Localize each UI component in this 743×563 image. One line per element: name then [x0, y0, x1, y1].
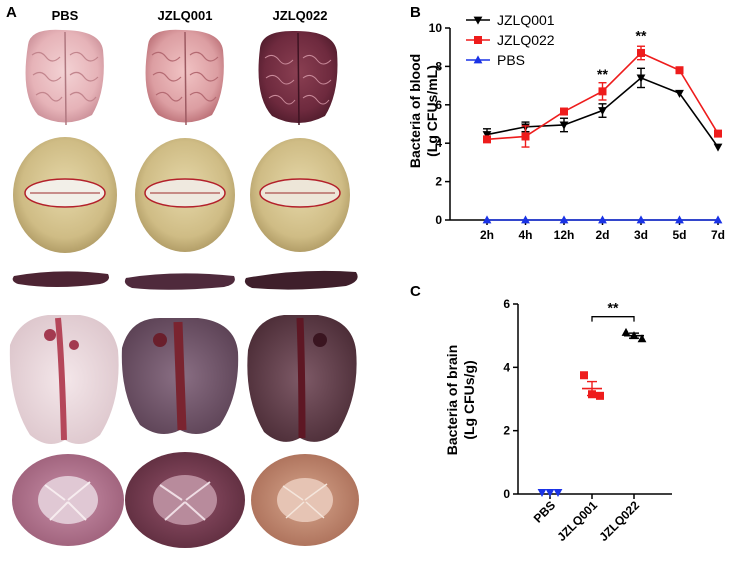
- panel-c-significance-bracket: [591, 316, 635, 322]
- panel-b-ytick-label: 0: [435, 213, 442, 227]
- brain-photo-pbs: [25, 29, 104, 126]
- panel-b-ylabel-line2: (Lg CFUs/mL): [424, 65, 440, 157]
- panel-c-points: [537, 327, 647, 498]
- panel-b-xtick-label: 5d: [672, 228, 686, 242]
- panel-a-col-pbs: PBS: [52, 8, 79, 23]
- panel-c-point-jzlq001: [580, 371, 588, 380]
- lung-photo-pbs: [9, 315, 119, 444]
- kidney-photo-jzlq001: [125, 452, 245, 548]
- panel-b-ylabel-line1: Bacteria of blood: [407, 54, 423, 168]
- panel-c-letter: C: [410, 283, 421, 300]
- panel-b-legend-label-pbs: PBS: [497, 52, 525, 68]
- panel-b-ytick-label: 10: [429, 21, 443, 35]
- panel-b-point-jzlq001: [482, 131, 492, 140]
- panel-c-point-jzlq001: [596, 391, 604, 400]
- brain-photo-jzlq001: [145, 29, 224, 126]
- panel-b-point-pbs: [713, 215, 723, 224]
- panel-b-point-pbs: [598, 215, 607, 224]
- panel-b-point-jzlq022: [714, 129, 722, 138]
- panel-c-point-pbs: [545, 489, 555, 498]
- panel-b-point-jzlq001: [559, 121, 569, 130]
- lung-photo-jzlq022: [247, 315, 357, 442]
- panel-a: A PBS JZLQ001 JZLQ022: [6, 4, 359, 548]
- panel-b-significance-marker: **: [597, 66, 608, 82]
- panel-c-xtick-label: JZLQ001: [554, 498, 600, 544]
- brain-photo-jzlq022: [258, 30, 338, 126]
- panel-b-point-jzlq001: [713, 143, 723, 152]
- panel-b-point-pbs: [559, 215, 569, 224]
- panel-c-significance-marker: **: [608, 300, 619, 316]
- panel-b-point-jzlq022: [560, 107, 568, 116]
- panel-b: B Bacteria of blood (Lg CFUs/mL) 0 2 4 6 8 10…: [407, 4, 725, 242]
- panel-b-significance-marker: **: [636, 28, 647, 44]
- panel-a-col-jzlq001: JZLQ001: [158, 8, 213, 23]
- panel-c-point-jzlq001: [588, 390, 596, 399]
- panel-c-ytick-label: 4: [503, 360, 510, 374]
- panel-b-xtick-label: 12h: [554, 228, 575, 242]
- panel-c-point-jzlq022: [621, 327, 631, 336]
- spleen-photo-jzlq001: [124, 273, 235, 290]
- panel-b-xtick-label: 2d: [595, 228, 609, 242]
- panel-b-legend-marker: [474, 36, 482, 44]
- panel-c-ytick-label: 2: [503, 424, 510, 438]
- panel-b-ytick-label: 2: [435, 175, 442, 189]
- panel-b-xtick-label: 2h: [480, 228, 494, 242]
- panel-b-axes: 0 2 4 6 8 10 2h 4h 12h 2d 3d 5d 7d: [429, 21, 725, 242]
- panel-b-point-jzlq022: [483, 135, 491, 144]
- panel-b-point-pbs: [482, 215, 492, 224]
- panel-b-xtick-label: 4h: [518, 228, 532, 242]
- panel-c-ylabel-line1: Bacteria of brain: [444, 345, 460, 455]
- panel-b-letter: B: [410, 4, 421, 21]
- panel-c-xtick-label: JZLQ022: [596, 498, 642, 544]
- panel-c-point-pbs: [553, 489, 563, 498]
- panel-b-point-jzlq022: [675, 66, 684, 75]
- panel-c-point-jzlq022: [629, 331, 639, 340]
- panel-b-series: [482, 45, 723, 224]
- skull-photo-jzlq001: [135, 138, 235, 252]
- panel-b-point-jzlq022: [637, 48, 645, 57]
- panel-c-point-jzlq022: [637, 334, 647, 343]
- panel-b-xtick-label: 7d: [711, 228, 725, 242]
- panel-b-point-pbs: [636, 215, 646, 224]
- panel-b-point-pbs: [675, 215, 684, 224]
- panel-b-point-pbs: [521, 215, 530, 224]
- panel-b-point-jzlq001: [636, 74, 646, 83]
- panel-b-ytick-label: 6: [435, 98, 442, 112]
- panel-b-ytick-label: 4: [435, 136, 442, 150]
- panel-b-xtick-label: 3d: [634, 228, 648, 242]
- panel-c-ylabel: Bacteria of brain (Lg CFUs/g): [444, 345, 477, 455]
- panel-b-ylabel: Bacteria of blood (Lg CFUs/mL): [407, 54, 440, 168]
- spleen-photo-jzlq022: [244, 270, 358, 290]
- panel-b-point-jzlq022: [521, 132, 530, 141]
- panel-c-ylabel-line2: (Lg CFUs/g): [461, 360, 477, 439]
- panel-c-ytick-label: 6: [503, 297, 510, 311]
- skull-photo-jzlq022: [250, 138, 350, 252]
- panel-c-point-pbs: [537, 489, 547, 498]
- panel-b-point-jzlq022: [598, 87, 607, 96]
- panel-b-point-jzlq001: [598, 107, 607, 116]
- panel-b-legend-marker: [473, 16, 483, 25]
- panel-a-col-jzlq022: JZLQ022: [273, 8, 328, 23]
- panel-b-legend-marker: [473, 55, 483, 64]
- panel-a-letter: A: [6, 4, 17, 21]
- panel-b-ytick-label: 8: [435, 59, 442, 73]
- panel-b-annotations: ** **: [597, 28, 647, 82]
- panel-b-legend: JZLQ001 JZLQ022 PBS: [466, 12, 555, 68]
- panel-c-xtick-label: PBS: [531, 498, 558, 525]
- panel-b-point-jzlq001: [675, 89, 684, 98]
- panel-b-legend-label-jzlq001: JZLQ001: [497, 12, 555, 28]
- panel-b-legend-label-jzlq022: JZLQ022: [497, 32, 555, 48]
- spleen-photo-pbs: [12, 271, 110, 287]
- skull-photo-pbs: [13, 137, 117, 253]
- kidney-photo-jzlq022: [251, 454, 359, 546]
- panel-c: C Bacteria of brain (Lg CFUs/g) 0246PBSJ…: [410, 283, 672, 544]
- kidney-photo-pbs: [12, 454, 124, 546]
- lung-photo-jzlq001: [121, 318, 239, 434]
- panel-c-ytick-label: 0: [503, 487, 510, 501]
- panel-c-annotations: **: [591, 300, 635, 322]
